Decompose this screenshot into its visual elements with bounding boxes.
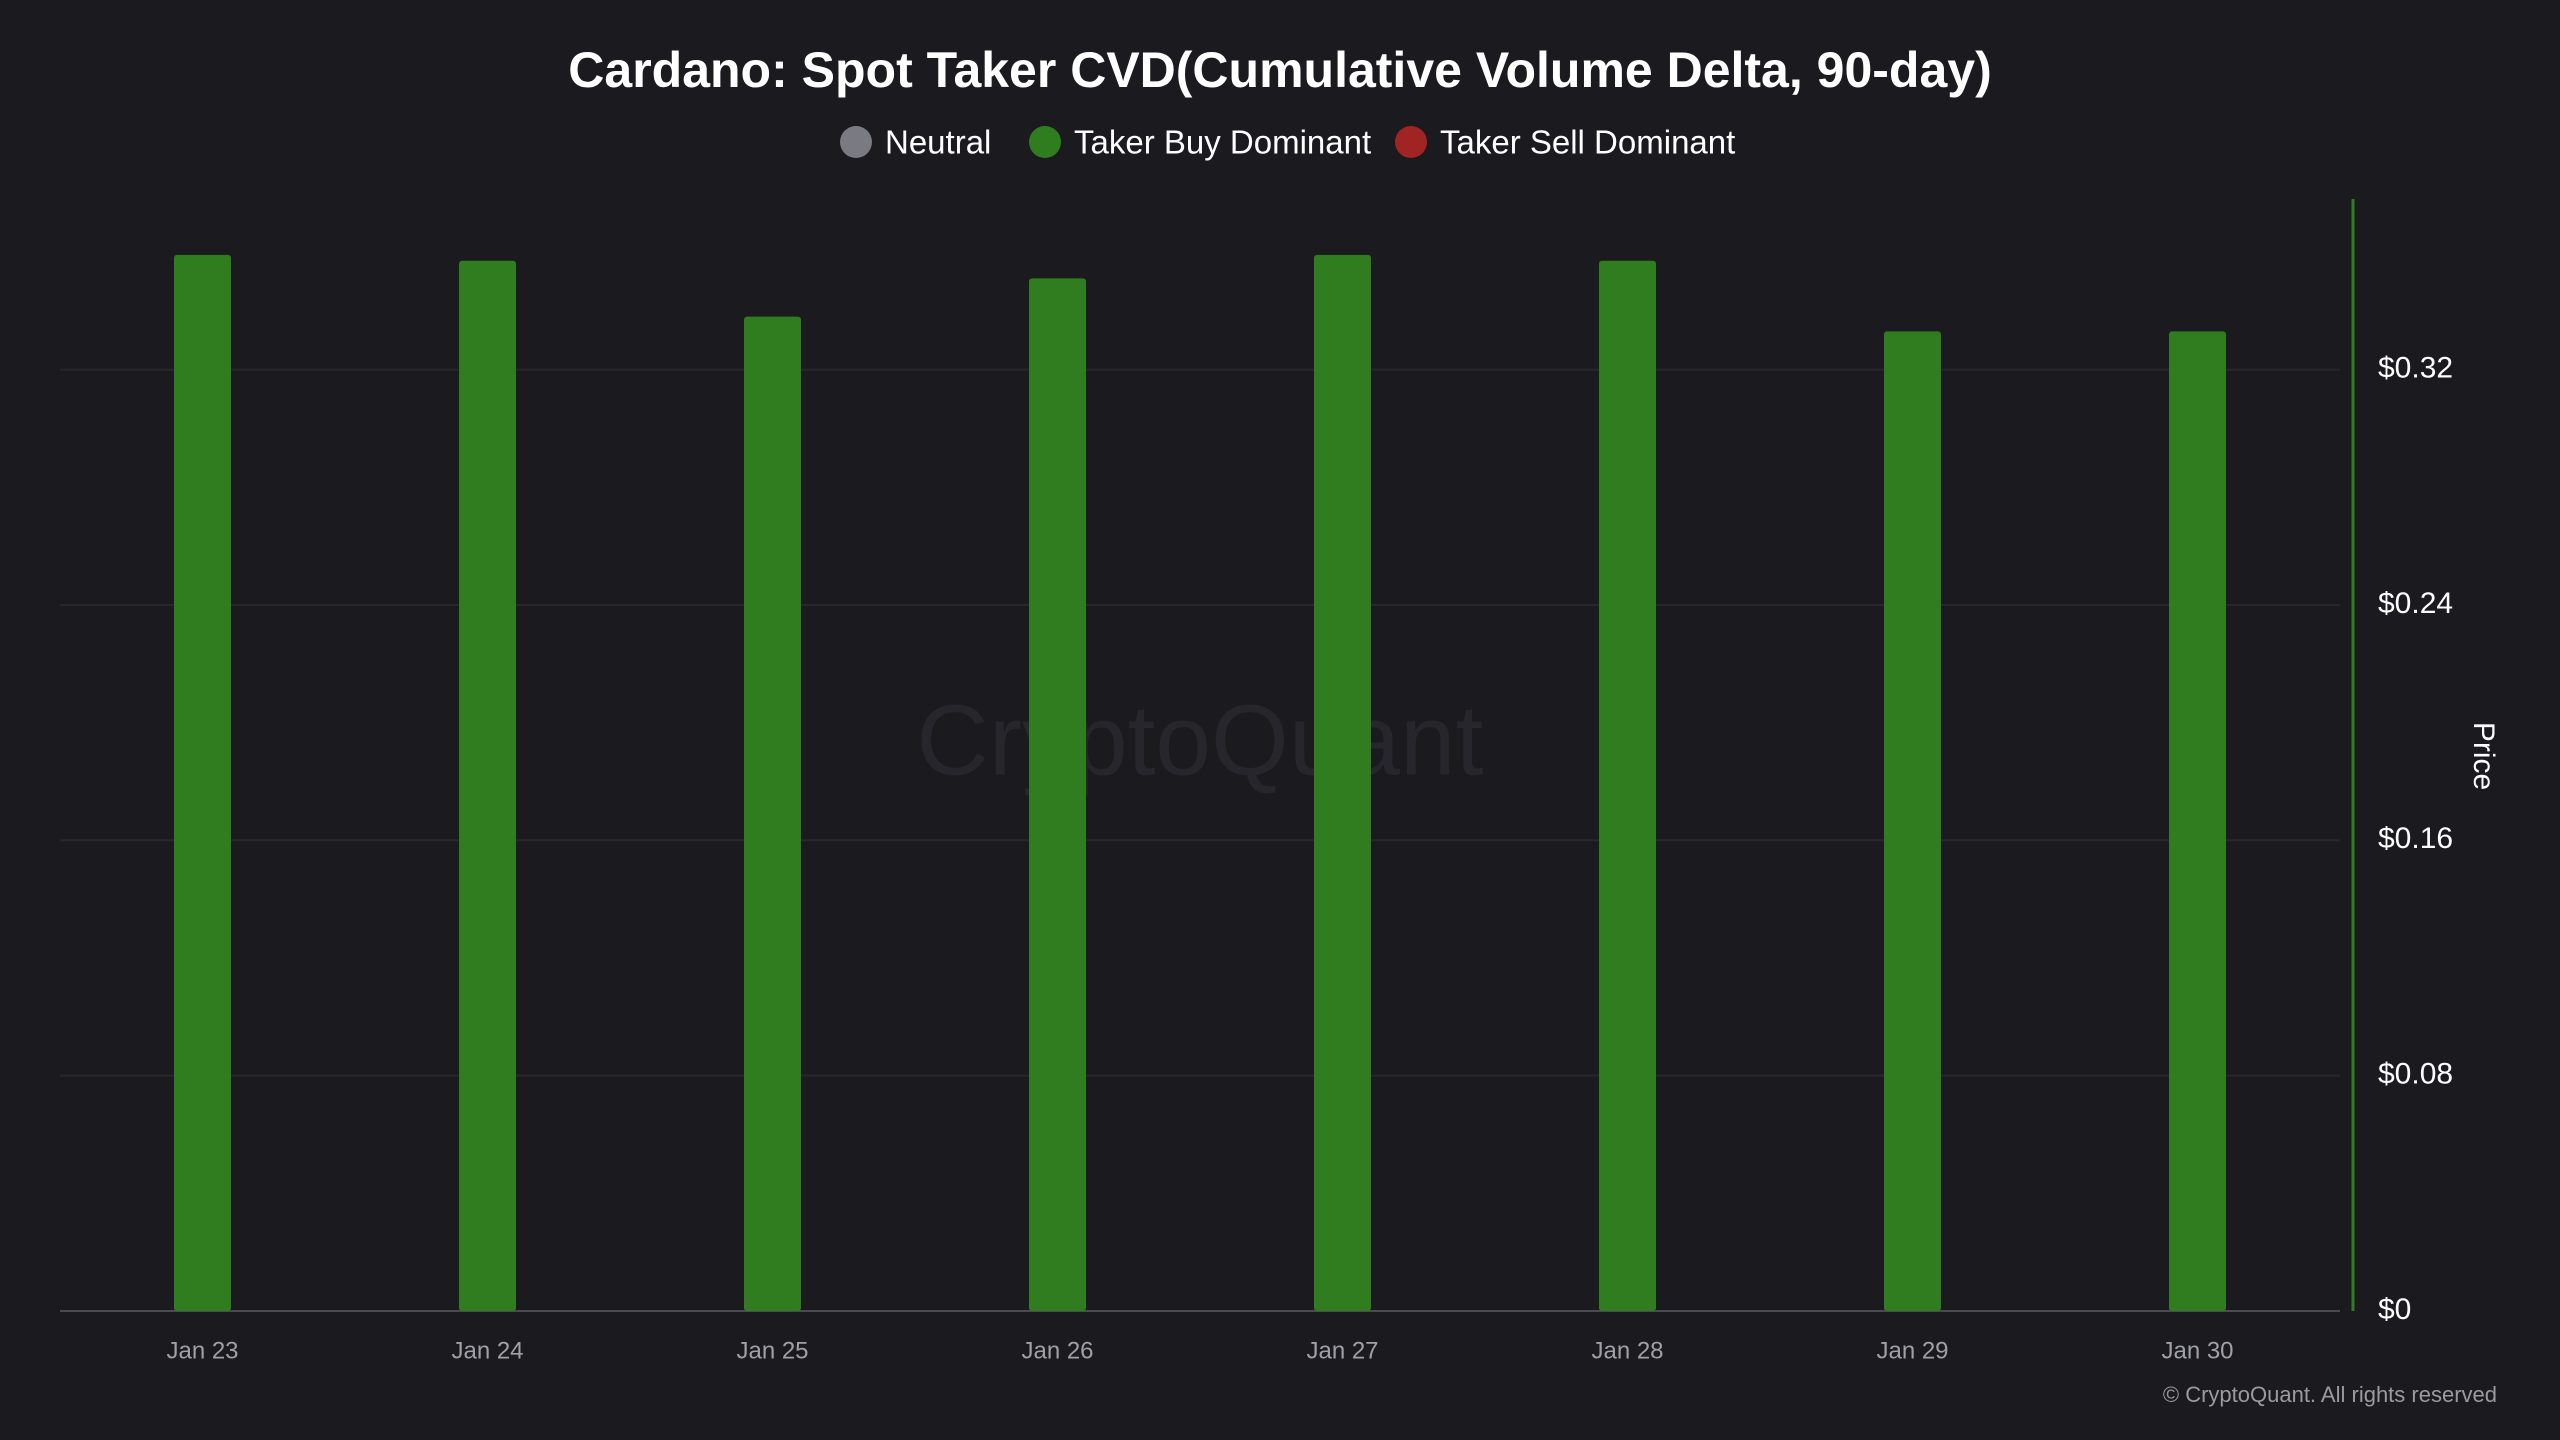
x-tick-label: Jan 29	[1876, 1337, 1948, 1364]
x-tick-label: Jan 23	[166, 1337, 238, 1364]
bar	[1599, 260, 1656, 1311]
copyright: © CryptoQuant. All rights reserved	[2163, 1382, 2497, 1407]
y-tick-label: $0.16	[2378, 822, 2453, 855]
y-tick-label: $0.24	[2378, 587, 2453, 620]
bar	[744, 316, 801, 1311]
y-axis-label: Price	[2467, 722, 2500, 790]
bar	[1029, 278, 1086, 1311]
y-tick-label: $0.32	[2378, 352, 2453, 385]
bar	[1314, 254, 1371, 1312]
x-tick-label: Jan 26	[1021, 1337, 1093, 1364]
legend-label: Neutral	[885, 124, 991, 161]
y-tick-label: $0	[2378, 1293, 2411, 1326]
chart-title: Cardano: Spot Taker CVD(Cumulative Volum…	[568, 42, 1991, 98]
legend-marker	[1395, 126, 1427, 158]
y-tick-label: $0.08	[2378, 1058, 2453, 1091]
x-tick-label: Jan 24	[451, 1337, 523, 1364]
x-tick-label: Jan 28	[1591, 1337, 1663, 1364]
x-tick-label: Jan 27	[1306, 1337, 1378, 1364]
watermark: CryptoQuant	[917, 684, 1484, 796]
x-tick-label: Jan 25	[736, 1337, 808, 1364]
legend-marker	[840, 126, 872, 158]
legend-label: Taker Buy Dominant	[1074, 124, 1371, 161]
bar	[174, 254, 231, 1312]
bar	[2169, 331, 2226, 1311]
x-tick-label: Jan 30	[2161, 1337, 2233, 1364]
legend-label: Taker Sell Dominant	[1440, 124, 1735, 161]
bar	[1884, 331, 1941, 1311]
bar	[459, 260, 516, 1311]
legend-marker	[1029, 126, 1061, 158]
